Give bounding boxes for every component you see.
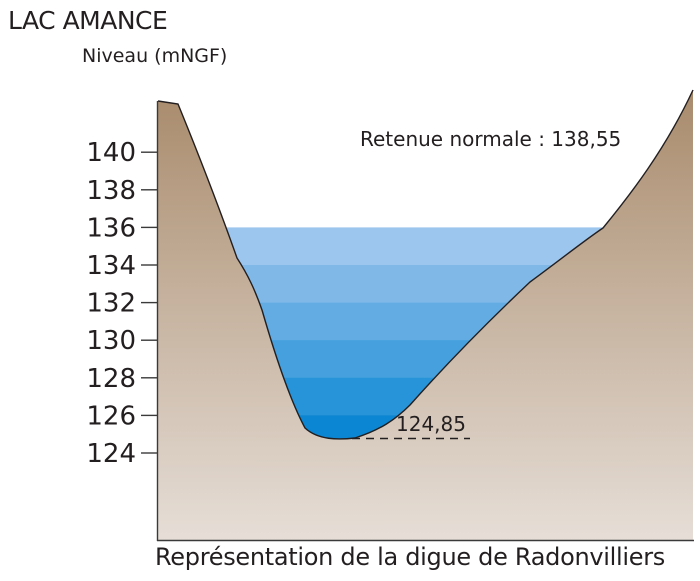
- terrain-outline: [157, 89, 694, 440]
- y-tick-label: 138: [86, 176, 136, 206]
- terrain: [158, 90, 693, 540]
- y-tick-label: 130: [86, 326, 136, 356]
- caption: Représentation de la digue de Radonvilli…: [155, 543, 666, 571]
- chart-title: LAC AMANCE: [8, 6, 168, 35]
- y-tick-label: 136: [86, 213, 136, 243]
- y-tick-label: 126: [86, 401, 136, 431]
- retenue-normale-label: Retenue normale : 138,55: [360, 127, 622, 151]
- y-tick-label: 134: [86, 251, 136, 281]
- min-level-label: 124,85: [396, 412, 466, 436]
- y-tick-label: 140: [86, 138, 136, 168]
- y-axis-label: Niveau (mNGF): [82, 45, 228, 67]
- y-axis-ticks: 124 126 128 130 132 134 136 138 140: [86, 138, 157, 469]
- y-tick-label: 128: [86, 364, 136, 394]
- y-tick-label: 124: [86, 439, 136, 469]
- y-tick-label: 132: [86, 289, 136, 319]
